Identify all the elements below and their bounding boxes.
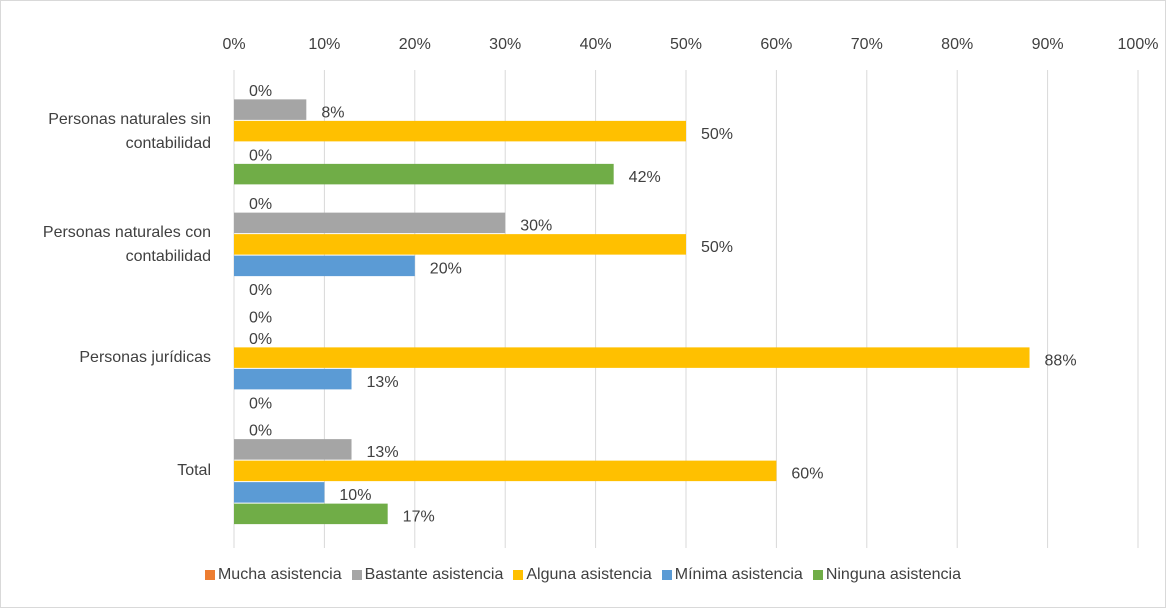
legend-label: Mucha asistencia (217, 566, 342, 583)
legend-swatch (513, 570, 524, 580)
data-label: 0% (249, 282, 272, 299)
data-label: 20% (430, 261, 462, 278)
x-tick-label: 40% (580, 36, 612, 53)
x-tick-label: 30% (489, 36, 521, 53)
category-label: Total (177, 462, 211, 480)
bar (234, 439, 352, 460)
legend-swatch (812, 570, 823, 580)
data-label: 0% (249, 331, 272, 348)
legend-item: Mínima asistencia (661, 566, 803, 584)
legend-label: Alguna asistencia (526, 566, 652, 583)
x-tick-label: 20% (399, 36, 431, 53)
x-tick-label: 0% (222, 36, 245, 53)
data-label: 60% (791, 466, 823, 483)
bar (234, 347, 1030, 368)
x-tick-label: 100% (1118, 36, 1159, 53)
bar (234, 255, 415, 277)
legend-label: Mínima asistencia (674, 566, 803, 583)
data-label: 0% (249, 309, 272, 326)
bar (234, 163, 614, 185)
category-label: Personas jurídicas (79, 349, 211, 367)
x-tick-label: 60% (760, 36, 792, 53)
category-label: Personas naturales sin contabilidad (48, 110, 211, 152)
legend-swatch (351, 570, 362, 580)
legend-swatch (204, 570, 215, 580)
category-label: Personas naturales con contabilidad (42, 223, 211, 265)
legend-item: Mucha asistencia (204, 566, 342, 584)
data-label: 0% (249, 83, 272, 100)
legend-item: Bastante asistencia (351, 566, 504, 584)
data-label: 0% (249, 395, 272, 412)
legend-item: Ninguna asistencia (812, 566, 962, 584)
x-tick-label: 50% (670, 36, 702, 53)
legend: Mucha asistencia Bastante asistencia Algun… (0, 566, 1166, 584)
data-label: 50% (701, 126, 733, 143)
data-label: 0% (249, 196, 272, 213)
data-label: 13% (367, 444, 399, 461)
legend-label: Bastante asistencia (364, 566, 504, 583)
bar (234, 212, 506, 234)
data-label: 30% (520, 218, 552, 235)
data-label: 50% (701, 239, 733, 256)
bar (234, 120, 686, 142)
x-tick-label: 80% (941, 36, 973, 53)
data-label: 42% (629, 169, 661, 186)
legend-swatch (661, 570, 672, 580)
legend-label: Ninguna asistencia (825, 566, 962, 583)
bar (234, 482, 325, 503)
data-label: 8% (321, 104, 344, 121)
x-tick-label: 70% (851, 36, 883, 53)
legend-item: Alguna asistencia (513, 566, 652, 584)
data-label: 0% (249, 423, 272, 440)
x-tick-label: 10% (308, 36, 340, 53)
data-label: 13% (367, 374, 399, 391)
data-label: 10% (339, 487, 371, 504)
x-tick-label: 90% (1032, 36, 1064, 53)
bar (234, 234, 686, 255)
bar (234, 368, 352, 390)
bar (234, 460, 777, 482)
data-label: 0% (249, 147, 272, 164)
bar (234, 503, 388, 525)
data-label: 88% (1045, 352, 1077, 369)
data-label: 17% (403, 509, 435, 526)
bar (234, 99, 307, 120)
